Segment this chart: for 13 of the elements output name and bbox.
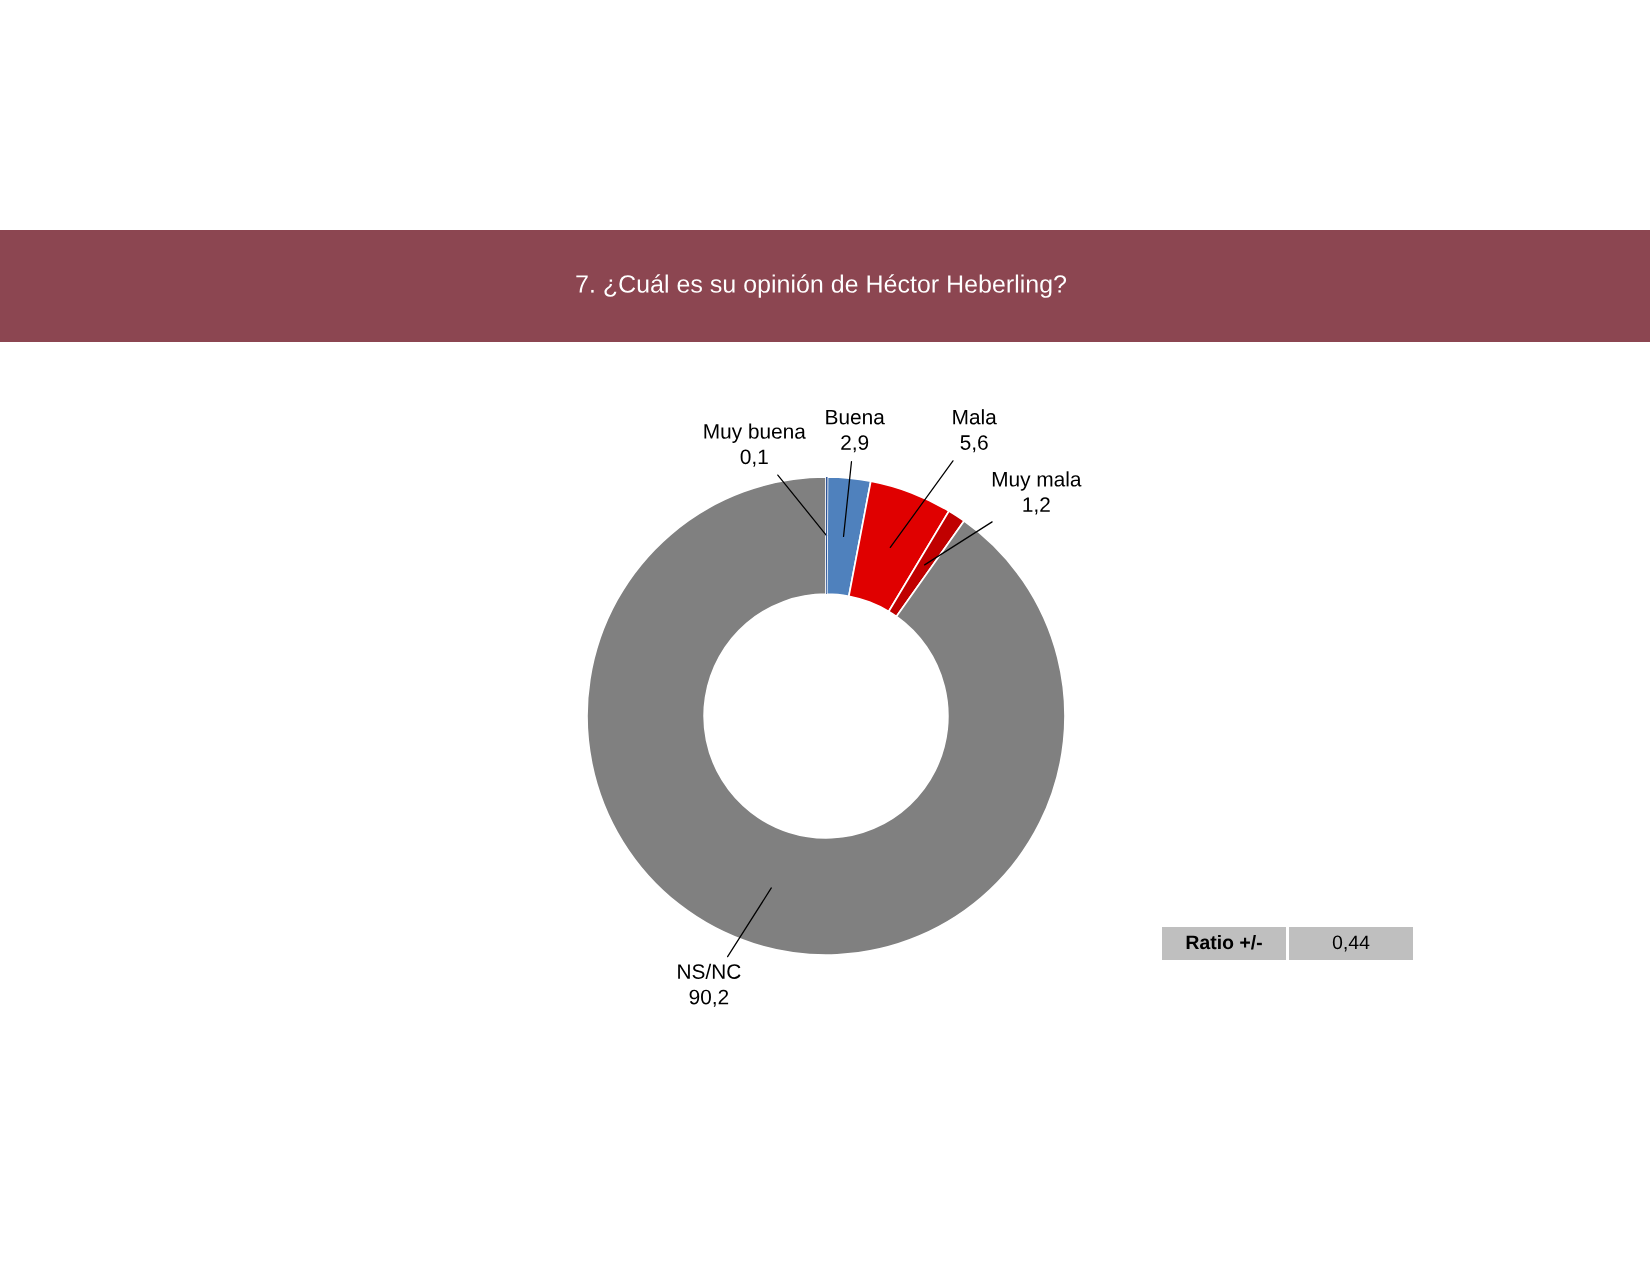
slice-label: Buena — [826, 409, 885, 425]
text: Ratio +/- — [1186, 934, 1262, 950]
data-label: 1,2 — [1023, 497, 1050, 515]
slice-label: Mala — [953, 409, 997, 425]
slice-label: Muy buena — [704, 423, 806, 443]
data-label: 2,9 — [841, 435, 869, 453]
chart-title: 7. ¿Cuál es su opinión de Héctor Heberling? — [576, 274, 1067, 298]
data-label: 0,1 — [740, 449, 768, 467]
slice-label: NS/NC — [678, 963, 741, 979]
data-label: 5,6 — [960, 435, 988, 453]
data-label: 90,2 — [689, 989, 729, 1007]
slice-label: Muy mala — [992, 471, 1082, 491]
text: 0,44 — [1332, 935, 1370, 952]
